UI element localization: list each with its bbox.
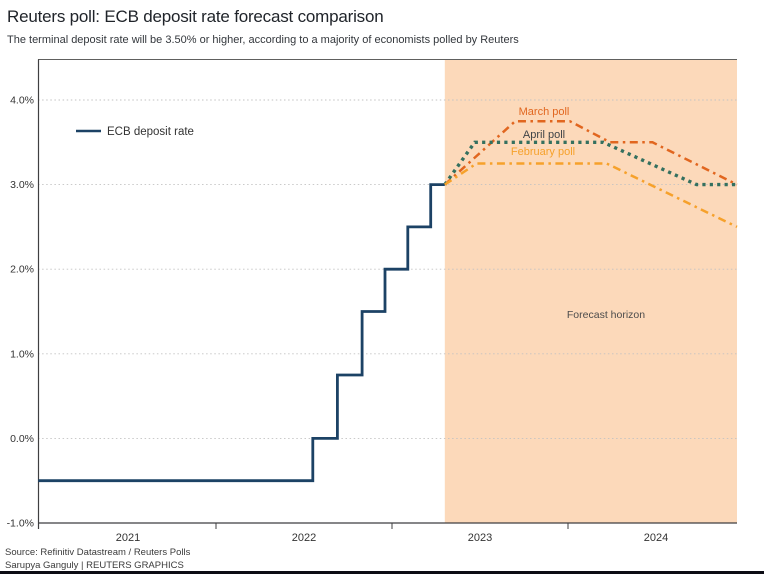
page-subtitle: The terminal deposit rate will be 3.50% … — [7, 34, 519, 46]
y-axis-tick-label: 1.0% — [10, 348, 34, 360]
april-poll-label: April poll — [523, 129, 565, 141]
february-poll-line — [444, 162, 738, 229]
y-axis-tick-label: 3.0% — [10, 179, 34, 191]
ecb-deposit-rate-line — [38, 183, 445, 483]
y-axis-tick-label: -1.0% — [7, 518, 34, 530]
x-axis-tick-marks — [215, 523, 569, 529]
forecast-horizon-region — [444, 60, 737, 523]
february-poll-label: February poll — [511, 146, 575, 158]
source-line: Source: Refinitiv Datastream / Reuters P… — [5, 547, 191, 558]
credit-line: Sarupya Ganguly | REUTERS GRAPHICS — [5, 560, 184, 571]
forecast-horizon-label: Forecast horizon — [567, 309, 645, 321]
y-axis-tick-label: 4.0% — [10, 95, 34, 107]
y-axis-tick-label: 0.0% — [10, 433, 34, 445]
april-poll-line — [443, 140, 737, 187]
march-poll-label: March poll — [519, 106, 570, 118]
x-axis-label: 2022 — [292, 532, 316, 544]
y-axis-tick-label: 2.0% — [10, 264, 34, 276]
bottom-divider — [0, 571, 764, 574]
x-axis-label: 2023 — [468, 532, 492, 544]
x-axis-label: 2024 — [644, 532, 668, 544]
page-title: Reuters poll: ECB deposit rate forecast … — [7, 7, 384, 26]
legend-label: ECB deposit rate — [107, 126, 194, 138]
march-poll-line — [443, 119, 738, 186]
x-axis-labels: 2021 2022 2023 2024 — [116, 532, 668, 544]
legend: ECB deposit rate — [76, 126, 194, 138]
x-axis-label: 2021 — [116, 532, 140, 544]
chart-series — [38, 119, 738, 483]
y-axis-tick-labels: 4.0% 3.0% 2.0% 1.0% 0.0% -1.0% — [7, 95, 34, 530]
